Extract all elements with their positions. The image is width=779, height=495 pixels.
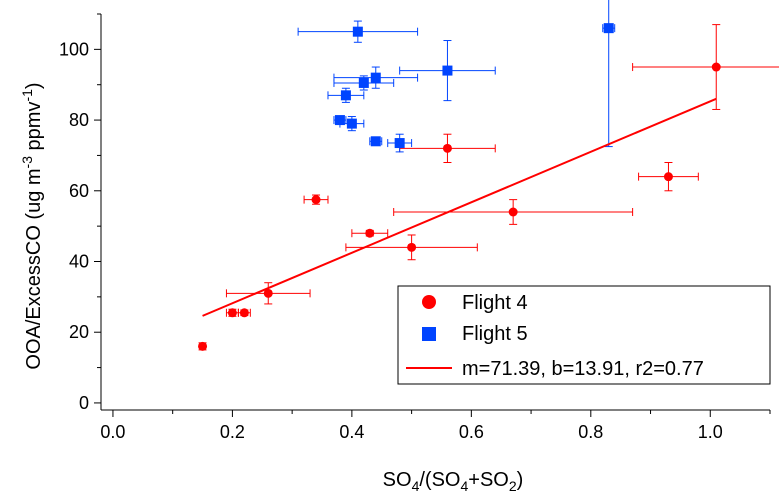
flight-5-point bbox=[334, 115, 345, 126]
flight-4-point bbox=[227, 308, 237, 318]
flight-4-point bbox=[239, 308, 249, 318]
flight-4-point bbox=[311, 195, 321, 205]
y-tick-label: 100 bbox=[59, 39, 89, 59]
x-tick-label: 0.0 bbox=[100, 422, 125, 442]
flight-5-point bbox=[346, 118, 357, 129]
y-axis-title: OOA/ExcessCO (ug m-3 ppmv-1) bbox=[19, 82, 45, 369]
flight-4-point bbox=[263, 288, 273, 298]
flight-5-point bbox=[358, 77, 369, 88]
flight-5-point bbox=[370, 72, 381, 83]
flight-4-point bbox=[711, 62, 721, 72]
legend: Flight 4 Flight 5 m=71.39, b=13.91, r2=0… bbox=[397, 285, 771, 385]
flight-5-point bbox=[442, 65, 453, 76]
flight-4-point bbox=[663, 172, 673, 182]
flight-5-point bbox=[340, 90, 351, 101]
y-axis-ticks: 0 20 40 60 80 100 bbox=[59, 13, 101, 413]
x-tick-label: 0.2 bbox=[220, 422, 245, 442]
flight-4-point bbox=[407, 242, 417, 252]
flight-4-point bbox=[442, 143, 452, 153]
y-tick-label: 0 bbox=[79, 393, 89, 413]
flight-4-point bbox=[365, 228, 375, 238]
x-tick-label: 0.4 bbox=[339, 422, 364, 442]
x-tick-label: 0.8 bbox=[578, 422, 603, 442]
legend-label-flight-4: Flight 4 bbox=[462, 292, 528, 314]
flight-4-point bbox=[198, 341, 208, 351]
y-tick-label: 40 bbox=[69, 252, 89, 272]
flight-5-point bbox=[603, 23, 614, 34]
y-tick-label: 20 bbox=[69, 322, 89, 342]
y-tick-label: 60 bbox=[69, 181, 89, 201]
regression-fit bbox=[202, 97, 717, 317]
legend-marker-flight-4 bbox=[422, 295, 436, 309]
data-markers bbox=[198, 23, 721, 351]
y-tick-label: 80 bbox=[69, 110, 89, 130]
flight-5-point bbox=[352, 26, 363, 37]
flight-5-point bbox=[370, 136, 381, 147]
legend-label-fit: m=71.39, b=13.91, r2=0.77 bbox=[462, 358, 704, 380]
x-tick-label: 0.6 bbox=[459, 422, 484, 442]
fit-line bbox=[202, 97, 717, 317]
legend-box bbox=[397, 285, 771, 385]
flight-5-point bbox=[394, 138, 405, 149]
flight-4-point bbox=[508, 207, 518, 217]
x-axis-title: SO4/(SO4+SO2) bbox=[383, 469, 524, 494]
x-tick-label: 1.0 bbox=[698, 422, 723, 442]
legend-marker-flight-5 bbox=[422, 327, 436, 341]
legend-label-flight-5: Flight 5 bbox=[462, 323, 528, 345]
x-axis-ticks: 0.0 0.2 0.4 0.6 0.8 1.0 bbox=[100, 410, 771, 442]
